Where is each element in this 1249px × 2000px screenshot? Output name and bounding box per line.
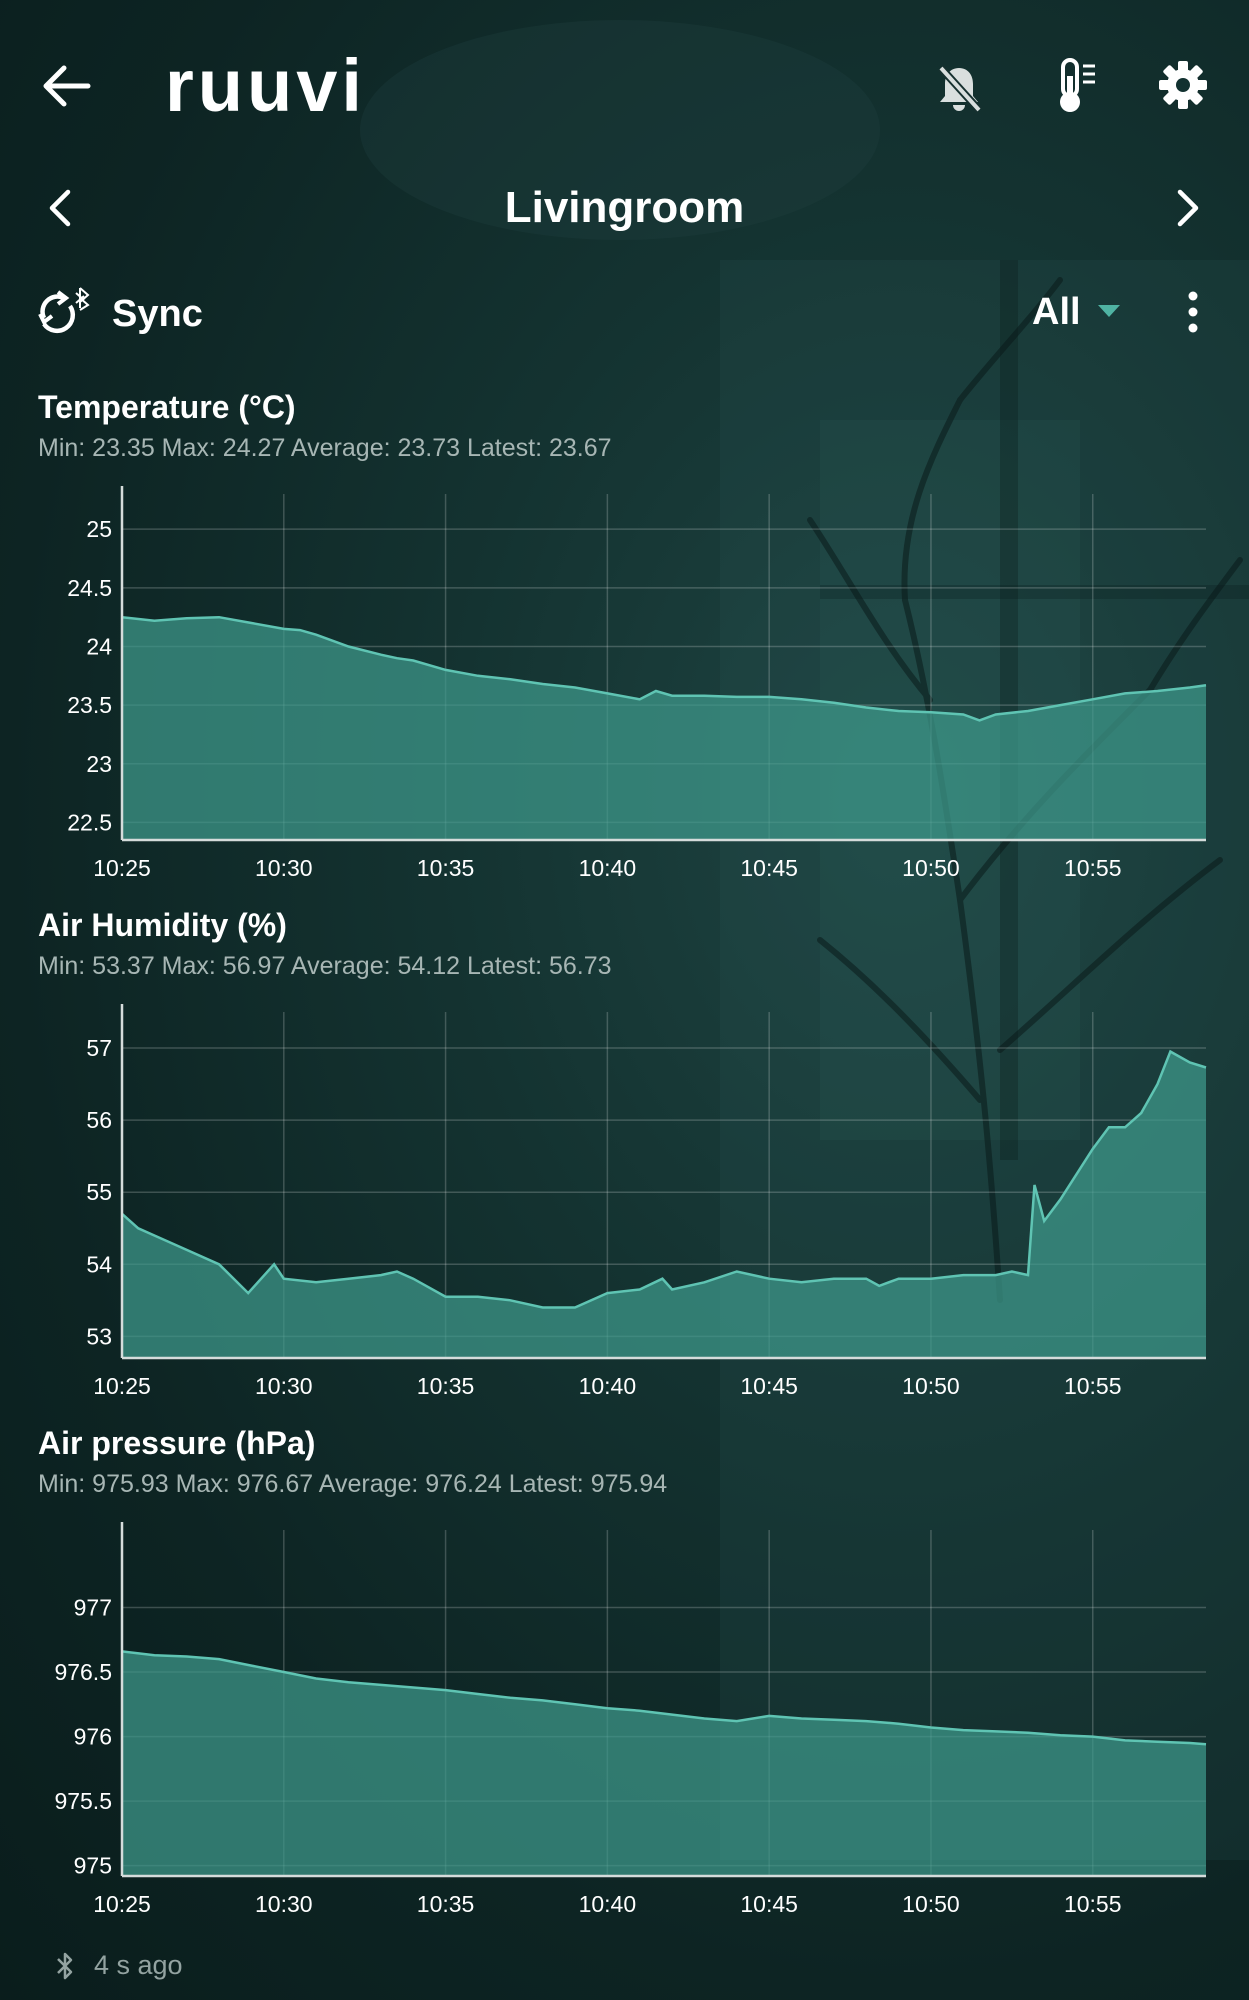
more-options-icon[interactable]: [1183, 288, 1203, 336]
x-tick-label: 10:55: [1064, 1373, 1122, 1399]
pressure-chart[interactable]: 975 975.5 976 976.5 977 10:25 10:30 10:35 10:40 1…: [0, 1516, 1249, 1921]
previous-sensor-chevron-icon[interactable]: [46, 188, 74, 228]
temperature-chart[interactable]: 22.5 23 23.5 24 24.5 25 10:25 10:30 10:35 10:40 10…: [0, 480, 1249, 885]
temperature-chart-title: Temperature (°C): [38, 389, 296, 425]
x-tick-label: 10:35: [417, 1373, 475, 1399]
humidity-chart-title: Air Humidity (%): [38, 907, 287, 943]
arrow-left-icon[interactable]: [40, 62, 92, 110]
y-tick-label: 56: [86, 1107, 112, 1133]
x-tick-label: 10:50: [902, 855, 960, 881]
x-tick-label: 10:25: [93, 1891, 151, 1917]
series-line: [121, 1650, 1207, 1746]
y-tick-label: 975: [74, 1853, 112, 1879]
sync-button[interactable]: Sync: [112, 293, 203, 335]
app-logo: ruuvi: [165, 44, 366, 127]
x-tick-label: 10:45: [740, 1373, 798, 1399]
y-tick-label: 975.5: [54, 1788, 112, 1814]
x-tick-label: 10:40: [579, 855, 637, 881]
bluetooth-sync-icon[interactable]: [34, 284, 98, 338]
x-tick-label: 10:30: [255, 855, 313, 881]
series-area: [122, 1651, 1206, 1876]
x-tick-label: 10:35: [417, 1891, 475, 1917]
series-area: [122, 1051, 1206, 1358]
humidity-chart[interactable]: 53 54 55 56 57 10:25 10:30 10:35 10:40 10:45 10:50…: [0, 998, 1249, 1403]
pressure-chart-title: Air pressure (hPa): [38, 1425, 316, 1461]
x-tick-label: 10:25: [93, 855, 151, 881]
x-tick-label: 10:45: [740, 1891, 798, 1917]
series-line: [121, 1049, 1207, 1309]
y-tick-label: 23.5: [67, 692, 112, 718]
pressure-chart-stats: Min: 975.93 Max: 976.67 Average: 976.24 …: [38, 1470, 668, 1498]
temperature-chart-stats: Min: 23.35 Max: 24.27 Average: 23.73 Lat…: [38, 434, 612, 462]
y-tick-label: 57: [86, 1035, 112, 1061]
bluetooth-icon: [57, 1952, 73, 1980]
caret-down-icon[interactable]: [1097, 303, 1121, 319]
x-tick-label: 10:25: [93, 1373, 151, 1399]
y-tick-label: 22.5: [67, 809, 112, 835]
x-tick-label: 10:50: [902, 1373, 960, 1399]
x-tick-label: 10:50: [902, 1891, 960, 1917]
time-filter-dropdown[interactable]: All: [1032, 291, 1081, 333]
x-tick-label: 10:30: [255, 1373, 313, 1399]
y-tick-label: 976: [74, 1724, 112, 1750]
y-tick-label: 53: [86, 1323, 112, 1349]
x-tick-label: 10:55: [1064, 855, 1122, 881]
x-tick-label: 10:40: [579, 1373, 637, 1399]
y-tick-label: 54: [86, 1251, 112, 1277]
x-tick-label: 10:40: [579, 1891, 637, 1917]
last-updated-text: 4 s ago: [94, 1950, 183, 1980]
app-header: ruuvi: [0, 0, 1249, 170]
y-tick-label: 24.5: [67, 575, 112, 601]
gear-icon[interactable]: [1158, 60, 1208, 110]
y-tick-label: 24: [86, 633, 112, 659]
bell-off-icon[interactable]: [935, 62, 983, 114]
thermometer-icon[interactable]: [1055, 56, 1099, 116]
y-tick-label: 25: [86, 516, 112, 542]
x-tick-label: 10:35: [417, 855, 475, 881]
x-tick-label: 10:45: [740, 855, 798, 881]
x-tick-label: 10:30: [255, 1891, 313, 1917]
y-tick-label: 55: [86, 1179, 112, 1205]
x-tick-label: 10:55: [1064, 1891, 1122, 1917]
y-tick-label: 977: [74, 1594, 112, 1620]
series-line: [121, 615, 1207, 722]
series-area: [122, 617, 1206, 840]
next-sensor-chevron-icon[interactable]: [1174, 188, 1202, 228]
y-tick-label: 976.5: [54, 1659, 112, 1685]
y-tick-label: 23: [86, 751, 112, 777]
sensor-name: Livingroom: [504, 183, 745, 232]
humidity-chart-stats: Min: 53.37 Max: 56.97 Average: 54.12 Lat…: [38, 952, 612, 980]
